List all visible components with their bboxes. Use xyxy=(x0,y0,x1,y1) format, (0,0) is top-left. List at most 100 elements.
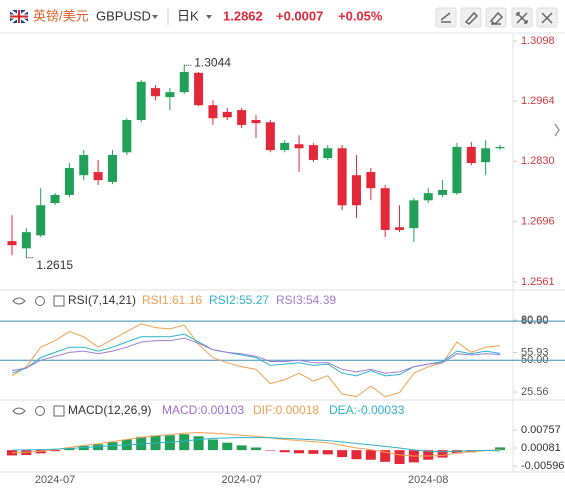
y-tick-label: 55.93 xyxy=(521,346,549,358)
candle-body xyxy=(409,200,419,229)
candle-body xyxy=(423,193,433,201)
indicator-line xyxy=(11,432,501,457)
x-tick-label: 2024-07 xyxy=(35,474,75,486)
symbol[interactable]: GBPUSD xyxy=(96,8,151,23)
y-tick-label: 0.00757 xyxy=(521,424,561,436)
histogram-bar xyxy=(294,450,305,454)
candle-body xyxy=(337,148,347,206)
candle-body xyxy=(7,241,17,246)
histogram-bar xyxy=(451,450,462,454)
eye-icon[interactable] xyxy=(12,297,26,305)
legend-label: RSI2:55.27 xyxy=(209,293,269,307)
candle-body xyxy=(481,148,491,163)
legend-label: RSI1:61.16 xyxy=(142,293,202,307)
legend-label: RSI3:54.39 xyxy=(276,293,336,307)
candle-body xyxy=(251,119,261,124)
histogram-bar xyxy=(308,450,319,454)
y-tick-label: 1.2561 xyxy=(521,276,555,288)
x-tick-label: 2024-08 xyxy=(408,474,448,486)
candle-body xyxy=(237,110,247,125)
legend-label: DEA:-0.00033 xyxy=(329,403,405,417)
eraser-button[interactable] xyxy=(485,7,507,28)
change-percent: +0.05% xyxy=(338,8,383,23)
dropdown-arrow[interactable] xyxy=(152,15,158,19)
histogram-bar xyxy=(394,450,405,464)
candle-body xyxy=(395,227,405,230)
histogram-bar xyxy=(207,439,218,451)
candle-body xyxy=(151,88,161,97)
candle-body xyxy=(107,154,117,182)
candle-body xyxy=(36,205,46,236)
indicator-line xyxy=(11,323,501,398)
dropdown-arrow[interactable] xyxy=(206,15,212,19)
legend-label: DIF:0.00018 xyxy=(253,403,319,417)
candle-body xyxy=(64,168,74,195)
histogram-bar xyxy=(93,444,104,451)
histogram-bar xyxy=(50,450,61,452)
candle-body xyxy=(222,111,232,118)
histogram-bar xyxy=(193,436,204,451)
y-tick-label: 80.90 xyxy=(521,314,549,326)
candle-body xyxy=(438,189,448,195)
candle-body xyxy=(179,71,189,93)
price: 1.2862 xyxy=(223,8,263,23)
y-tick-label: 1.2830 xyxy=(521,155,555,167)
y-tick-label: 1.3098 xyxy=(521,35,555,47)
histogram-bar xyxy=(380,450,391,462)
high-annotation: 1.3044 xyxy=(194,55,231,69)
scroll-arrow[interactable] xyxy=(554,123,560,137)
candle-body xyxy=(280,142,290,151)
y-tick-label: 0.00081 xyxy=(521,442,561,454)
histogram-bar xyxy=(35,450,46,454)
histogram-bar xyxy=(351,450,362,460)
histogram-bar xyxy=(495,447,505,451)
candle-body xyxy=(294,144,304,149)
candle-body xyxy=(165,92,175,98)
histogram-bar xyxy=(64,448,75,451)
histogram-bar xyxy=(365,450,376,460)
y-tick-label: -0.00596 xyxy=(521,460,564,472)
rsi-icons xyxy=(12,295,65,307)
candle-body xyxy=(380,188,390,230)
candle-body xyxy=(122,119,132,153)
candle-body xyxy=(323,148,333,159)
toolbar-icons xyxy=(440,11,553,25)
rsi-title: RSI(7,14,21) xyxy=(68,293,136,307)
histogram-bar xyxy=(337,450,348,458)
candle-body xyxy=(351,175,361,206)
y-tick-label: 1.2696 xyxy=(521,215,555,227)
histogram-bar xyxy=(466,450,477,453)
macd-title: MACD(12,26,9) xyxy=(68,403,151,417)
candle-body xyxy=(21,232,31,249)
candle-body xyxy=(366,172,376,189)
histogram-bar xyxy=(251,447,261,451)
histogram-bar xyxy=(322,450,333,455)
candle-body xyxy=(495,146,505,149)
eye-icon[interactable] xyxy=(12,407,26,415)
settings-icon[interactable] xyxy=(35,296,45,306)
histogram-bar xyxy=(423,450,434,460)
indicator-line xyxy=(11,437,501,453)
histogram-bar xyxy=(164,435,175,451)
collapse-icon[interactable] xyxy=(53,295,65,307)
histogram-bar xyxy=(136,436,147,451)
candle-body xyxy=(308,145,318,160)
histogram-bar xyxy=(78,445,89,451)
period[interactable]: 日K xyxy=(177,8,199,23)
histogram-bar xyxy=(279,450,290,453)
collapse-icon[interactable] xyxy=(53,405,65,417)
y-tick-label: 1.2964 xyxy=(521,95,555,107)
histogram-bar xyxy=(222,442,233,451)
candle-body xyxy=(194,72,204,106)
candle-body xyxy=(79,154,89,176)
settings-icon[interactable] xyxy=(35,406,45,416)
legend-label: MACD:0.00103 xyxy=(162,403,244,417)
draw-line-button[interactable] xyxy=(435,7,457,28)
histogram-bar xyxy=(179,434,190,451)
histogram-bar xyxy=(236,445,247,451)
pair-name[interactable]: 英镑/美元 xyxy=(33,8,89,23)
candle-body xyxy=(466,146,476,164)
indicator-line xyxy=(11,337,501,374)
